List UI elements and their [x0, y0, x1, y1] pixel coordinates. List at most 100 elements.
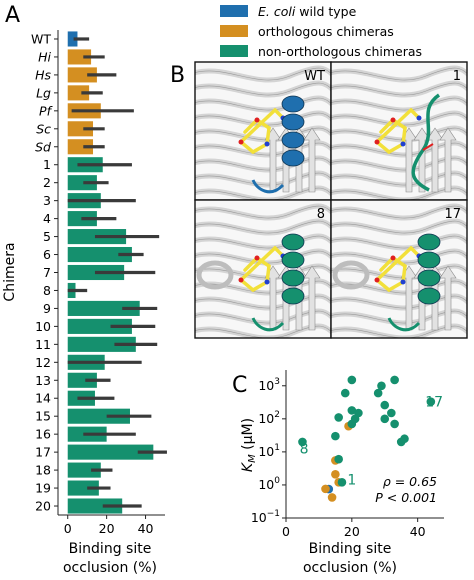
backbone-ribbon-edge: [331, 142, 467, 156]
bar: [67, 85, 90, 101]
backbone-ribbon-edge: [195, 205, 331, 219]
scatter-point: [334, 454, 343, 464]
bar: [67, 372, 97, 388]
ligand-oxygen: [390, 117, 396, 123]
backbone-ribbon-edge: [331, 112, 467, 126]
scatter-point: [390, 375, 399, 385]
ligand-oxygen: [254, 117, 260, 123]
scatter-point: [426, 397, 436, 406]
scatter-point: [347, 375, 357, 385]
bar: [67, 462, 101, 478]
legend-swatch-wt: [220, 5, 248, 17]
bar-chart-tick-label: 16: [35, 427, 51, 442]
ligand-bond: [239, 140, 255, 154]
ligand-bond: [379, 118, 395, 134]
bar-chart-tick-label: 17: [35, 445, 51, 460]
ligand-oxygen: [374, 139, 380, 145]
helix-turn: [281, 287, 305, 305]
bar: [67, 318, 132, 334]
bar: [67, 67, 97, 83]
structure-panel: 8: [194, 199, 332, 339]
bar-chart-tick-label: 12: [35, 355, 51, 370]
backbone-ribbon-edge: [331, 325, 467, 338]
ligand-bond: [251, 280, 269, 292]
beta-strand: [303, 265, 321, 331]
bar-chart-tick-label: 11: [35, 337, 51, 352]
scatter-point: [347, 406, 357, 415]
ligand-nitrogen: [264, 279, 270, 285]
structure-render: [331, 62, 467, 200]
structure-panels: WT 1 8 17: [194, 61, 468, 339]
legend-swatch-ortho: [220, 25, 248, 37]
ligand-bond: [239, 246, 277, 282]
bar: [67, 175, 97, 191]
bar-chart-tick-label: 2: [43, 175, 51, 190]
bar: [67, 480, 99, 496]
helix-turn: [281, 113, 305, 131]
structure-render: [195, 200, 331, 338]
backbone-ribbon-edge: [195, 325, 331, 338]
backbone-ribbon-edge: [195, 67, 331, 81]
beta-strand: [426, 127, 444, 193]
scatter-x-tick-label: 0: [282, 524, 290, 539]
scatter-point: [340, 388, 350, 398]
helix-tail: [251, 317, 285, 332]
scatter-point: [331, 431, 340, 441]
backbone-ribbon-edge: [195, 310, 331, 324]
bar-chart-tick-label: 1: [43, 157, 51, 172]
bar-chart-tick-label: 8: [43, 283, 51, 298]
panel-letter-c: C: [232, 373, 247, 398]
bar: [67, 300, 140, 316]
bar-chart-tick-label: 7: [43, 265, 51, 280]
bar-chart-xlabel-line2: occlusion (%): [63, 560, 157, 576]
beta-strand: [413, 127, 431, 193]
ligand-bond: [251, 142, 269, 154]
ligand-bond: [239, 278, 255, 292]
ligand-bond: [375, 140, 391, 154]
bar-chart-ylabel: Chimera: [2, 242, 18, 301]
scatter-point: [373, 388, 383, 398]
ligand-nitrogen: [400, 141, 406, 147]
ligand-oxygen: [374, 277, 380, 283]
backbone-ribbon-edge: [195, 172, 331, 186]
ligand-bond: [387, 280, 405, 292]
scatter-y-tick-label: 10−1: [251, 509, 280, 525]
bar-chart-tick-label: 9: [43, 301, 51, 316]
bar-chart-tick-label: 18: [35, 463, 51, 478]
helix-turn: [281, 251, 305, 269]
legend-label-non: non-orthologous chimeras: [258, 44, 422, 59]
ligand-bond: [375, 278, 391, 292]
scatter-annotation: 17: [425, 394, 443, 410]
scatter-point: [380, 414, 390, 424]
ligand-bond: [375, 108, 413, 144]
helix-tail: [387, 317, 421, 332]
bar-chart-tick-label: 20: [35, 499, 51, 514]
scatter-xlabel-line1: Binding site: [309, 541, 392, 557]
backbone-ribbon-edge: [331, 220, 467, 234]
ligand-bond: [401, 126, 407, 146]
backbone-ribbon-edge: [331, 157, 467, 171]
bar-chart-tick-label: 6: [43, 247, 51, 262]
scatter-annotation: 8: [300, 441, 309, 457]
legend-swatch-non: [220, 45, 248, 57]
bar-chart: Chimera Binding site occlusion (%) WT Hi H…: [2, 30, 167, 576]
bar-chart-tick-label: 4: [43, 211, 51, 226]
bar-chart-tick-label: 3: [43, 193, 51, 208]
helix-turn: [417, 251, 441, 269]
bar-chart-tick-label: Lg: [36, 85, 51, 100]
scatter-ylabel-k: K: [240, 461, 256, 472]
structure-panel: 17: [330, 199, 468, 339]
scatter-point: [380, 400, 390, 410]
scatter-point: [337, 478, 347, 487]
bar-chart-tick-label: WT: [31, 31, 51, 46]
ligand-bond: [265, 126, 271, 146]
bar-chart-tick-label: 14: [35, 391, 51, 406]
panel-letter-b: B: [170, 63, 185, 88]
ligand-bond: [265, 264, 271, 284]
loop-sidechain: [422, 143, 434, 151]
ligand-oxygen: [254, 255, 260, 261]
ligand-nitrogen: [264, 141, 270, 147]
backbone-ribbon-edge: [331, 172, 467, 186]
scatter-point: [334, 413, 343, 422]
backbone-ribbon-edge: [331, 187, 467, 200]
